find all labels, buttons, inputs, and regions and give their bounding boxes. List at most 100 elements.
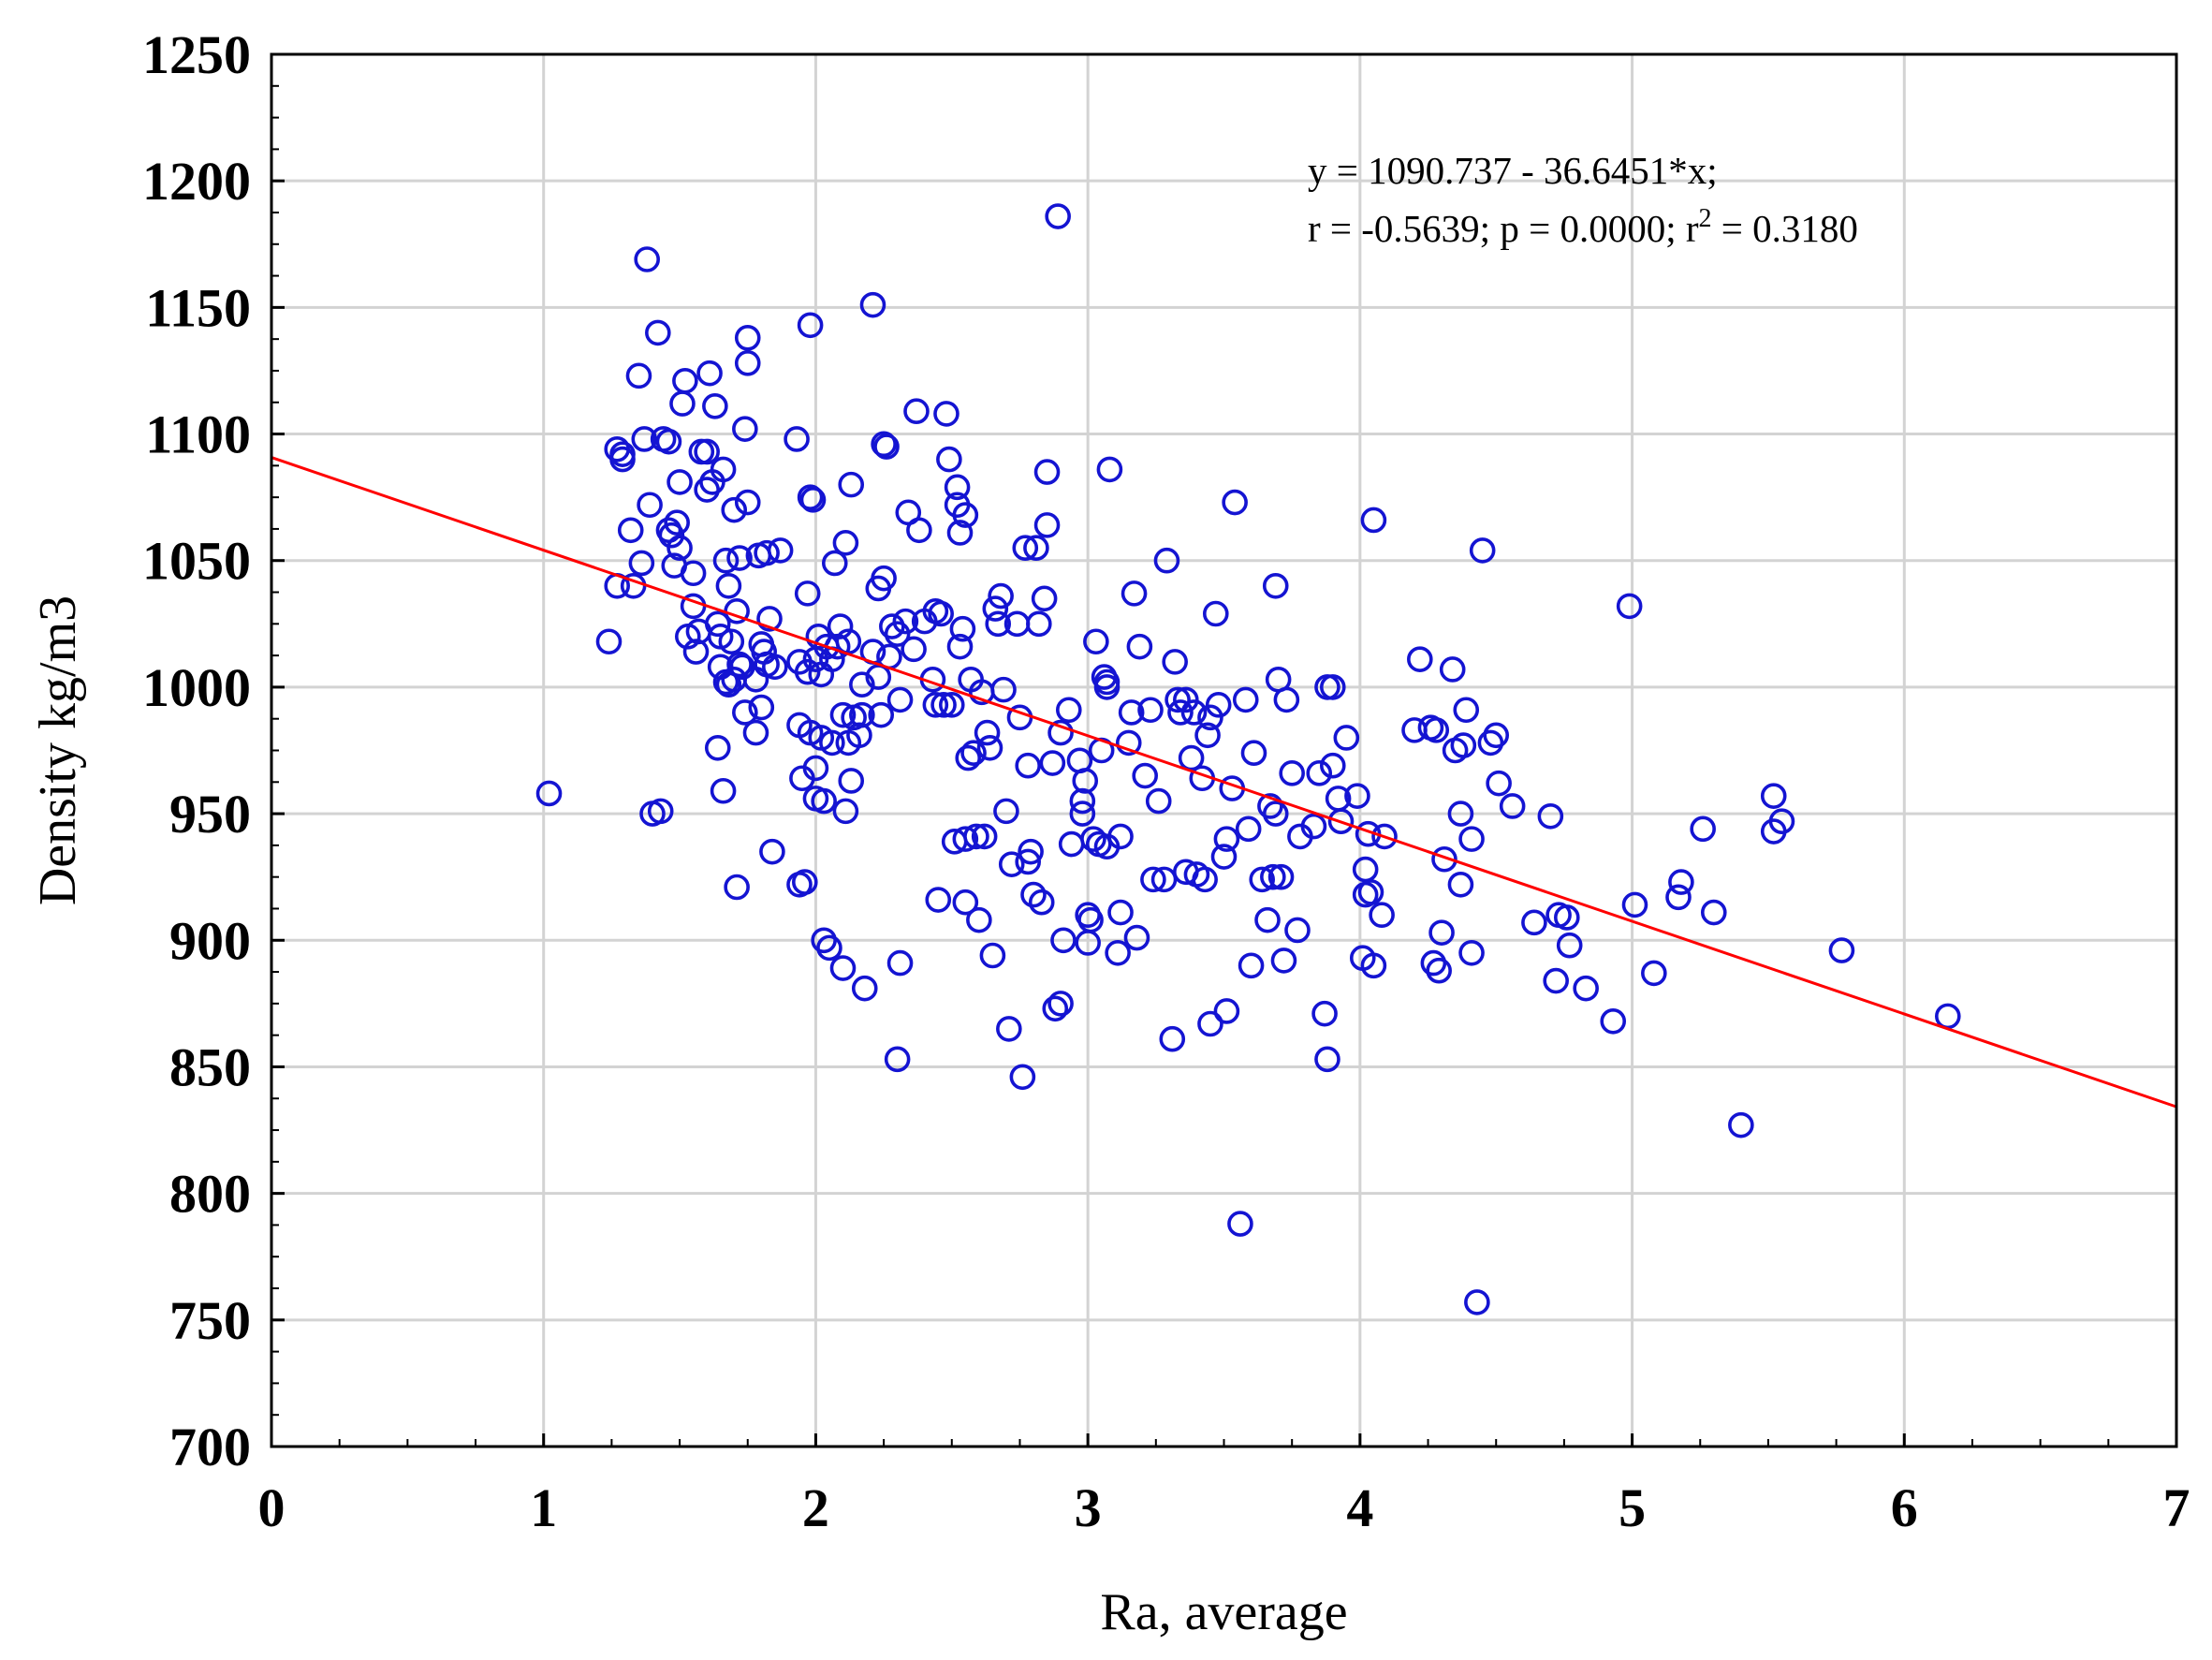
data-point	[1453, 697, 1480, 724]
data-point	[1521, 909, 1547, 936]
data-point	[794, 658, 821, 685]
regression-stats: r = -0.5639; p = 0.0000; r2 = 0.3180	[1308, 204, 1858, 250]
data-point	[1227, 1211, 1253, 1237]
data-point	[724, 874, 750, 901]
data-point	[726, 545, 753, 571]
regression-line	[271, 456, 2177, 1109]
data-point	[1107, 823, 1134, 850]
data-point	[1668, 869, 1694, 895]
data-point	[1126, 633, 1153, 660]
y-tick-label: 1050	[142, 531, 251, 592]
data-point	[1180, 699, 1208, 726]
data-point	[694, 477, 720, 503]
data-point	[1333, 725, 1360, 751]
data-point	[998, 851, 1025, 877]
data-point	[704, 734, 731, 761]
data-point	[1159, 1025, 1186, 1052]
data-point	[1828, 937, 1855, 963]
data-point	[1935, 1003, 1961, 1030]
data-point	[1107, 899, 1134, 926]
data-point	[808, 661, 835, 688]
data-point	[1026, 610, 1052, 638]
data-point	[944, 474, 971, 501]
data-point	[1499, 793, 1526, 819]
data-point	[1407, 646, 1433, 672]
data-point	[1768, 808, 1795, 835]
data-point	[1284, 917, 1311, 944]
regression-equation: y = 1090.737 - 36.6451*x;	[1308, 149, 1718, 192]
data-point	[667, 469, 693, 495]
data-point	[715, 572, 742, 599]
y-tick-label: 750	[169, 1290, 251, 1351]
data-point	[829, 701, 857, 728]
data-point	[952, 889, 979, 916]
data-point	[873, 433, 900, 460]
data-point	[1537, 802, 1564, 830]
data-point	[1728, 1111, 1754, 1138]
plot-frame	[270, 52, 2178, 1448]
data-point	[1760, 783, 1787, 809]
data-point	[1162, 649, 1188, 675]
data-point	[734, 489, 761, 516]
data-point	[1045, 203, 1071, 229]
data-point	[645, 319, 671, 346]
data-point	[859, 291, 886, 318]
data-point	[1464, 1289, 1490, 1315]
data-point	[762, 654, 788, 681]
data-point	[718, 628, 745, 655]
data-point	[886, 686, 914, 713]
data-point	[1012, 535, 1039, 562]
data-point	[971, 823, 998, 850]
data-point	[925, 887, 952, 913]
data-point	[946, 520, 974, 546]
data-point	[903, 398, 930, 425]
data-point	[715, 671, 742, 698]
data-point	[811, 787, 837, 815]
data-point	[871, 431, 897, 458]
data-point	[672, 367, 698, 394]
data-point	[816, 934, 842, 962]
x-tick-label: 0	[258, 1477, 286, 1538]
data-point	[1137, 697, 1164, 724]
data-point	[1023, 535, 1049, 562]
data-point	[1428, 919, 1455, 946]
data-point	[838, 471, 865, 498]
data-point	[704, 610, 731, 638]
data-point	[1439, 656, 1466, 683]
data-point	[1096, 456, 1123, 483]
data-point	[827, 613, 854, 639]
data-point	[1058, 830, 1085, 858]
data-point	[1360, 952, 1387, 979]
data-point	[1450, 732, 1477, 758]
data-point	[938, 692, 965, 718]
data-point	[1458, 826, 1485, 852]
data-point	[802, 755, 829, 782]
data-point	[832, 798, 859, 825]
x-axis-tick-labels: 0 1 2 3 4 5 6 7	[258, 1477, 2190, 1538]
y-tick-label: 1000	[142, 657, 251, 718]
data-point	[952, 502, 979, 528]
data-point	[726, 651, 753, 678]
data-point	[1080, 826, 1106, 852]
data-point	[1197, 1010, 1223, 1037]
data-point	[1690, 815, 1716, 843]
data-point	[712, 547, 740, 574]
data-point	[974, 719, 1001, 746]
data-point	[682, 639, 710, 665]
data-point	[1202, 600, 1229, 627]
data-point	[996, 1016, 1022, 1042]
data-point	[1178, 744, 1205, 771]
data-point	[742, 719, 769, 746]
data-point	[1077, 906, 1104, 933]
data-point	[906, 517, 932, 544]
data-point	[1015, 752, 1041, 779]
data-point	[1165, 686, 1191, 713]
data-point	[928, 600, 954, 627]
data-point	[1235, 815, 1262, 843]
data-point	[1047, 719, 1074, 746]
data-point	[1469, 537, 1496, 564]
data-point	[922, 692, 949, 718]
data-point	[1115, 729, 1142, 757]
y-tick-label: 700	[169, 1417, 251, 1477]
